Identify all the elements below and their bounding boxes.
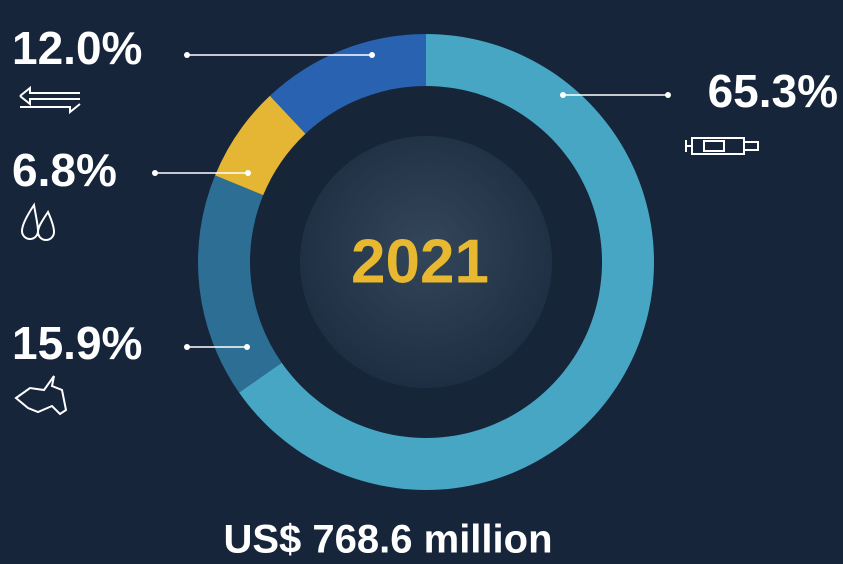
icons	[14, 85, 759, 416]
value-label: 6.8%	[12, 144, 117, 196]
leader-dot	[369, 52, 375, 58]
leader-dot	[244, 344, 250, 350]
drops-icon	[20, 202, 56, 241]
trade-icon	[19, 85, 81, 115]
livestock-icon	[14, 375, 68, 416]
total-label: US$ 768.6 million	[223, 518, 552, 562]
value-label: 65.3%	[708, 65, 838, 117]
segment	[269, 34, 426, 134]
leader-dot	[560, 92, 566, 98]
value-label: 12.0%	[12, 22, 142, 74]
hub	[300, 136, 552, 388]
leader-dot	[245, 170, 251, 176]
segment	[197, 175, 282, 393]
value-label: 15.9%	[12, 317, 142, 369]
leader-dot	[152, 170, 158, 176]
leader-dot	[665, 92, 671, 98]
segments	[197, 34, 654, 490]
leader-dot	[184, 52, 190, 58]
leader-dot	[184, 344, 190, 350]
center-year: 2021	[351, 227, 489, 296]
segment	[215, 95, 306, 196]
electricity-icon	[685, 137, 759, 155]
